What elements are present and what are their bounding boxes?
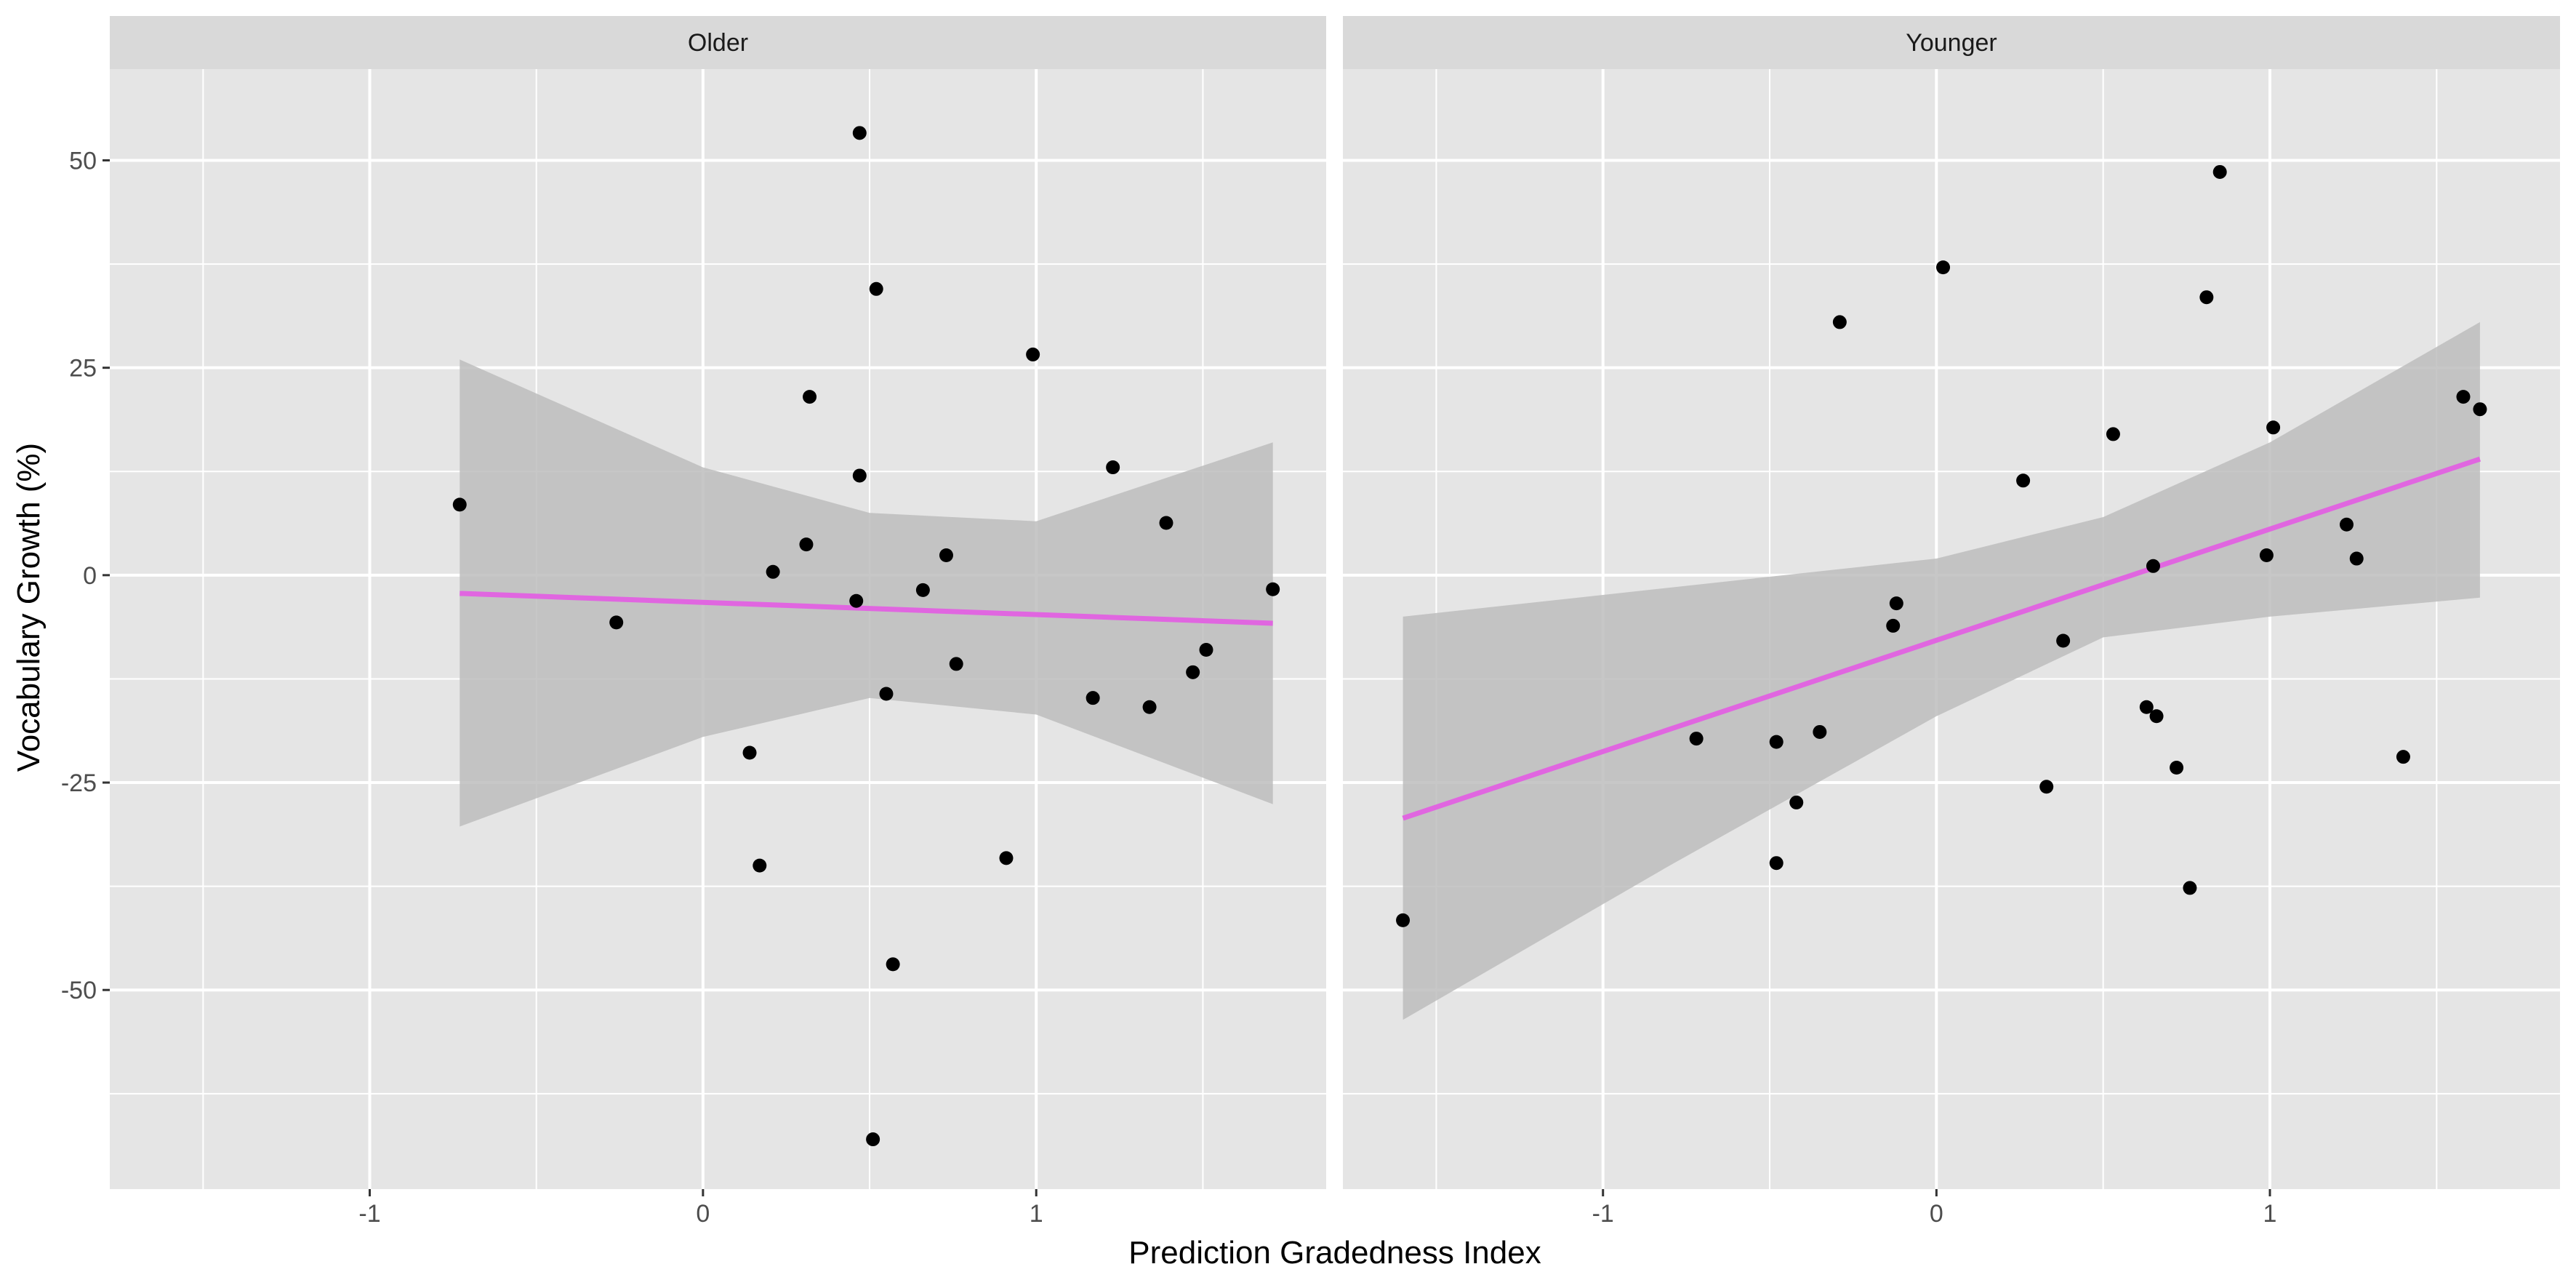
data-point [2139,700,2154,714]
data-point [753,858,767,873]
confidence-band [460,359,1273,827]
data-point [939,548,953,562]
facet-panel-younger: Younger -1 0 1 [1343,16,2560,1228]
facet-label-older: Older [688,29,748,57]
x-tick-label: 0 [1930,1200,1943,1228]
data-point [452,497,467,512]
data-point [742,745,757,760]
data-point [799,537,814,552]
x-tick-label: 1 [1030,1200,1043,1228]
data-point [1789,795,1804,809]
data-point [886,957,900,972]
data-point [2473,402,2487,417]
gridlines-younger [1343,69,2560,1189]
confidence-band-older [460,359,1273,827]
data-point [1199,643,1213,657]
facet-strip-younger [1343,16,2560,69]
data-point [2266,420,2281,435]
data-point [1689,732,1704,746]
data-point [852,126,867,140]
x-axis-ticks-older: -1 0 1 [358,1189,1043,1228]
data-point [949,657,963,671]
data-point [1026,347,1040,361]
y-tick-label: 50 [69,147,97,175]
x-axis-ticks-younger: -1 0 1 [1592,1189,2277,1228]
data-point [2146,559,2160,573]
data-point [2170,761,2184,775]
data-point [1142,700,1157,714]
data-point [2199,290,2214,305]
data-point [1186,665,1200,679]
data-point [766,564,780,579]
data-point [2212,164,2227,179]
regression-line-older [460,591,1273,626]
data-point [1769,856,1783,871]
y-tick-label: 25 [69,355,97,383]
data-point [2183,881,2197,895]
data-point [609,615,624,630]
data-point [2456,390,2471,404]
y-tick-label: -25 [61,769,97,797]
data-point [1832,315,1847,329]
x-tick-label: 0 [696,1200,710,1228]
data-point [1936,260,1951,275]
data-point [1086,691,1100,705]
data-points-older [452,126,1280,1147]
data-point [2016,473,2031,488]
data-point [1159,516,1173,530]
x-axis-title: Prediction Gradedness Index [1128,1235,1541,1271]
facet-strip-older [110,16,1326,69]
data-point [1889,596,1903,611]
x-tick-label: -1 [358,1200,380,1228]
data-point [1769,735,1783,749]
data-point [2106,427,2120,441]
x-tick-label: 1 [2263,1200,2277,1228]
y-axis-title: Vocabulary Growth (%) [11,443,47,772]
y-tick-label: 0 [83,562,97,590]
data-point [1266,582,1280,596]
facet-label-younger: Younger [1906,29,1997,57]
data-point [849,593,864,608]
data-point [869,281,883,296]
data-point [879,687,894,701]
y-axis-ticks: -50 -25 0 25 50 [61,147,110,1004]
regression-line-younger [1402,456,2481,821]
data-point [2149,709,2164,724]
data-point [866,1132,880,1147]
regression-line [460,591,1273,626]
data-point [852,468,867,483]
x-tick-label: -1 [1592,1200,1614,1228]
data-point [915,583,930,597]
data-point [1813,724,1827,739]
data-points-younger [1396,164,2487,927]
y-tick-label: -50 [61,977,97,1004]
data-point [2339,517,2354,532]
data-point [2039,780,2054,794]
confidence-band [1403,321,2480,1020]
data-point [999,851,1014,865]
data-point [2259,548,2274,562]
regression-line [1402,456,2481,821]
facet-panel-older: Older -1 0 1 [110,16,1326,1228]
data-point [1886,618,1901,633]
data-point [2349,551,2364,566]
data-point [1396,913,1411,927]
confidence-band-younger [1403,321,2480,1020]
data-point [2396,750,2410,764]
data-point [803,390,817,404]
data-point [1106,460,1120,475]
data-point [2056,633,2071,648]
